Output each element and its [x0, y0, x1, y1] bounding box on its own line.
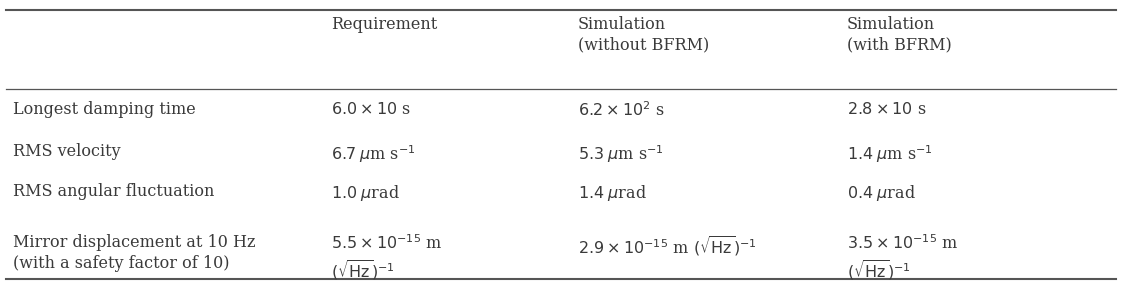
Text: $3.5 \times 10^{-15}$ m
$(\sqrt{\mathrm{Hz}})^{-1}$: $3.5 \times 10^{-15}$ m $(\sqrt{\mathrm{… — [847, 234, 958, 282]
Text: RMS velocity: RMS velocity — [13, 143, 121, 160]
Text: RMS angular fluctuation: RMS angular fluctuation — [13, 183, 214, 200]
Text: $2.8 \times 10$ s: $2.8 \times 10$ s — [847, 101, 927, 118]
Text: Longest damping time: Longest damping time — [13, 101, 196, 118]
Text: $6.7\;\mu$m s$^{-1}$: $6.7\;\mu$m s$^{-1}$ — [331, 143, 415, 165]
Text: $5.5 \times 10^{-15}$ m
$(\sqrt{\mathrm{Hz}})^{-1}$: $5.5 \times 10^{-15}$ m $(\sqrt{\mathrm{… — [331, 234, 442, 282]
Text: Mirror displacement at 10 Hz
(with a safety factor of 10): Mirror displacement at 10 Hz (with a saf… — [13, 234, 256, 272]
Text: $1.0\;\mu$rad: $1.0\;\mu$rad — [331, 183, 399, 203]
Text: $2.9 \times 10^{-15}$ m $(\sqrt{\mathrm{Hz}})^{-1}$: $2.9 \times 10^{-15}$ m $(\sqrt{\mathrm{… — [578, 234, 757, 258]
Text: $1.4\;\mu$rad: $1.4\;\mu$rad — [578, 183, 646, 203]
Text: Simulation
(with BFRM): Simulation (with BFRM) — [847, 16, 951, 53]
Text: $5.3\;\mu$m s$^{-1}$: $5.3\;\mu$m s$^{-1}$ — [578, 143, 664, 165]
Text: Requirement: Requirement — [331, 16, 438, 33]
Text: $6.2 \times 10^{2}$ s: $6.2 \times 10^{2}$ s — [578, 101, 664, 120]
Text: Simulation
(without BFRM): Simulation (without BFRM) — [578, 16, 709, 53]
Text: $6.0 \times 10$ s: $6.0 \times 10$ s — [331, 101, 411, 118]
Text: $1.4\;\mu$m s$^{-1}$: $1.4\;\mu$m s$^{-1}$ — [847, 143, 934, 165]
Text: $0.4\;\mu$rad: $0.4\;\mu$rad — [847, 183, 916, 203]
